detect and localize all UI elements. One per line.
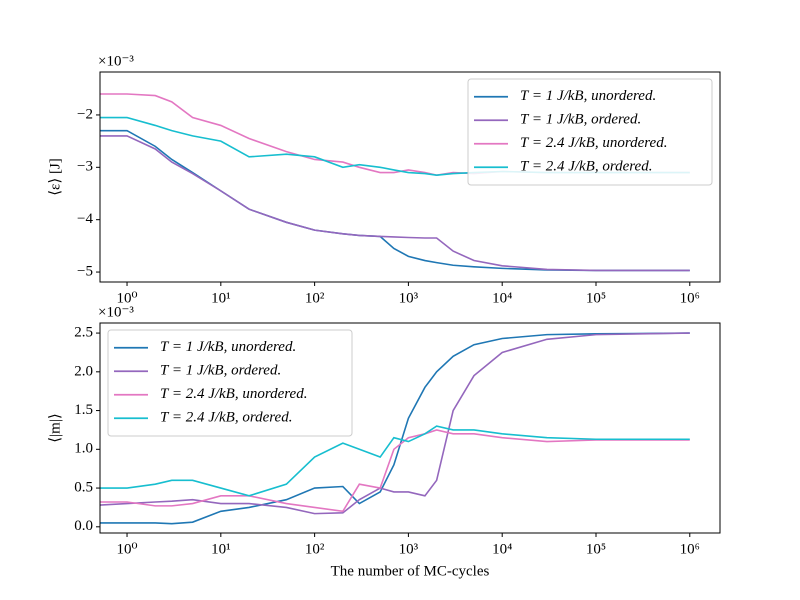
legend-box bbox=[107, 329, 353, 437]
legend-label: T = 2.4 J/kB, ordered. bbox=[160, 410, 292, 426]
y-tick-label: −5 bbox=[77, 263, 93, 279]
x-tick-label: 10⁶ bbox=[680, 290, 700, 306]
series-line bbox=[100, 332, 690, 525]
legend-label: T = 2.4 J/kB, unordered. bbox=[520, 135, 667, 151]
x-tick-label: 10⁰ bbox=[117, 541, 138, 557]
legend-label: T = 1 J/kB, unordered. bbox=[520, 88, 656, 104]
x-tick-label: 10⁰ bbox=[117, 290, 138, 306]
x-tick-label: 10⁴ bbox=[492, 541, 512, 557]
legend-label: T = 1 J/kB, unordered. bbox=[160, 339, 296, 355]
series-line bbox=[100, 425, 690, 497]
x-tick-label: 10³ bbox=[399, 290, 419, 306]
y-tick-label: 0.5 bbox=[74, 479, 93, 495]
legend-label: T = 2.4 J/kB, unordered. bbox=[160, 386, 307, 402]
legend-label: T = 1 J/kB, ordered. bbox=[520, 112, 641, 128]
x-tick-label: 10³ bbox=[399, 541, 419, 557]
y-tick-label: 2.5 bbox=[74, 325, 93, 341]
y-tick-label: −2 bbox=[77, 106, 93, 122]
y-axis-label: ⟨|m|⟩ bbox=[47, 413, 63, 442]
legend-box bbox=[467, 78, 713, 186]
y-tick-label: 1.0 bbox=[74, 441, 93, 457]
y-tick-label: −4 bbox=[77, 211, 93, 227]
x-tick-label: 10⁵ bbox=[586, 541, 606, 557]
x-tick-label: 10⁶ bbox=[680, 541, 700, 557]
x-tick-label: 10¹ bbox=[211, 290, 231, 306]
axes-frame bbox=[99, 322, 721, 534]
x-tick-label: 10² bbox=[305, 290, 325, 306]
x-axis-label: The number of MC-cycles bbox=[331, 563, 490, 579]
y-tick-label: −3 bbox=[77, 159, 93, 175]
series-line bbox=[100, 135, 690, 272]
offset-text: ×10⁻³ bbox=[98, 53, 134, 69]
y-tick-label: 1.5 bbox=[74, 402, 93, 418]
y-tick-label: 2.0 bbox=[74, 363, 93, 379]
y-tick-label: 0.0 bbox=[74, 518, 93, 534]
x-tick-label: 10¹ bbox=[211, 541, 231, 557]
offset-text: ×10⁻³ bbox=[98, 304, 134, 320]
y-axis-label: ⟨ε⟩ [J] bbox=[47, 158, 63, 196]
x-tick-label: 10⁴ bbox=[492, 290, 512, 306]
x-tick-label: 10² bbox=[305, 541, 325, 557]
axes-frame bbox=[99, 71, 721, 283]
series-line bbox=[100, 332, 690, 515]
x-tick-label: 10⁵ bbox=[586, 290, 606, 306]
legend-label: T = 2.4 J/kB, ordered. bbox=[520, 159, 652, 175]
series-line bbox=[100, 429, 690, 513]
legend-label: T = 1 J/kB, ordered. bbox=[160, 363, 281, 379]
